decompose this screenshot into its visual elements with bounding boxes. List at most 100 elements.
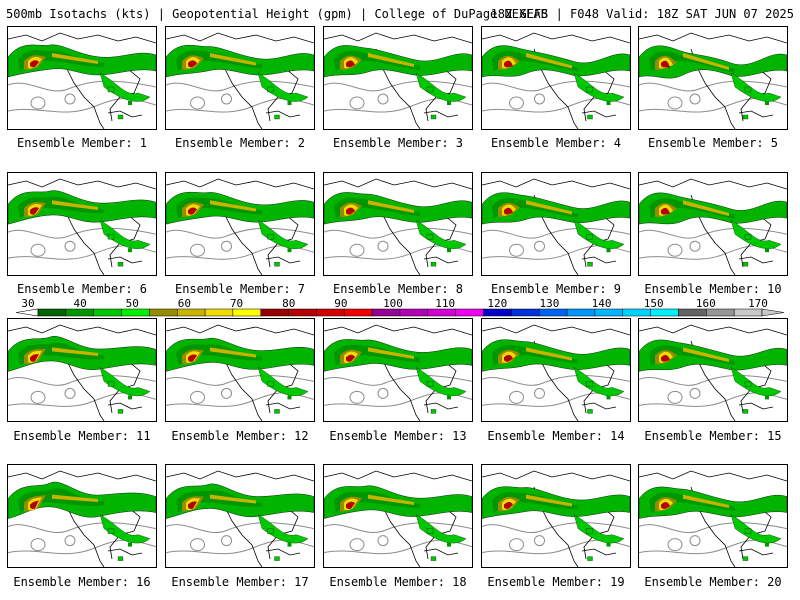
- ensemble-map-panel: [323, 464, 473, 568]
- ensemble-member-caption: Ensemble Member: 11: [13, 429, 151, 443]
- ensemble-member-caption: Ensemble Member: 6: [16, 282, 148, 296]
- ensemble-map-panel: [638, 26, 788, 130]
- ensemble-map-panel: [638, 172, 788, 276]
- colorbar-tick-label: 140: [592, 298, 612, 310]
- ensemble-map-panel: [165, 318, 315, 422]
- colorbar-swatch: [371, 308, 401, 317]
- colorbar-swatch: [65, 308, 94, 317]
- colorbar-swatch: [706, 308, 735, 317]
- colorbar-swatch: [566, 308, 596, 317]
- ensemble-map-panel: [323, 318, 473, 422]
- ensemble-member-caption: Ensemble Member: 17: [171, 575, 309, 589]
- ensemble-member-caption: Ensemble Member: 2: [174, 136, 306, 150]
- colorbar-tick-label: 110: [435, 298, 455, 310]
- colorbar-swatch: [121, 308, 150, 317]
- colorbar-tick-label: 150: [644, 298, 664, 310]
- ensemble-member-caption: Ensemble Member: 20: [644, 575, 782, 589]
- ensemble-map-panel: [165, 464, 315, 568]
- ensemble-map-panel: [165, 172, 315, 276]
- ensemble-member-caption: Ensemble Member: 8: [332, 282, 464, 296]
- ensemble-member-caption: Ensemble Member: 7: [174, 282, 306, 296]
- ensemble-map-icon: [639, 319, 787, 421]
- colorbar-right-arrow: [761, 308, 785, 317]
- isotach-colorbar: 30 40 50 60 70 80 90 100 110 120 130 140 150 160 170: [14, 298, 786, 320]
- ensemble-member-caption: Ensemble Member: 4: [490, 136, 622, 150]
- colorbar-swatch: [260, 308, 289, 317]
- ensemble-member-caption: Ensemble Member: 18: [329, 575, 467, 589]
- run-info: 18Z GEFS | F048 Valid: 18Z SAT JUN 07 20…: [490, 7, 794, 21]
- colorbar-swatch: [204, 308, 234, 317]
- colorbar-tick-label: 120: [487, 298, 507, 310]
- ensemble-map-panel: [481, 464, 631, 568]
- ensemble-map-icon: [324, 319, 472, 421]
- ensemble-map-icon: [324, 27, 472, 129]
- ensemble-map-icon: [8, 27, 156, 129]
- ensemble-map-panel: [165, 26, 315, 130]
- colorbar-swatch: [511, 308, 540, 317]
- colorbar-tick-label: 100: [383, 298, 403, 310]
- ensemble-member-caption: Ensemble Member: 15: [644, 429, 782, 443]
- chart-header: 500mb Isotachs (kts) | Geopotential Heig…: [6, 6, 794, 22]
- ensemble-member-caption: Ensemble Member: 19: [487, 575, 625, 589]
- ensemble-map-icon: [166, 319, 314, 421]
- colorbar-swatch: [650, 308, 679, 317]
- ensemble-map-icon: [324, 465, 472, 567]
- ensemble-map-panel: [7, 464, 157, 568]
- ensemble-member-caption: Ensemble Member: 16: [13, 575, 151, 589]
- ensemble-member-caption: Ensemble Member: 3: [332, 136, 464, 150]
- ensemble-map-panel: [7, 318, 157, 422]
- ensemble-map-icon: [639, 27, 787, 129]
- colorbar-swatch: [483, 308, 512, 317]
- colorbar-tick-label: 30: [21, 298, 34, 310]
- colorbar-svg: 30 40 50 60 70 80 90 100 110 120 130 140 150 160 170: [15, 298, 785, 317]
- ensemble-map-panel: [481, 26, 631, 130]
- colorbar-tick-label: 160: [696, 298, 716, 310]
- ensemble-map-panel: [323, 26, 473, 130]
- ensemble-map-icon: [8, 465, 156, 567]
- ensemble-map-panel: [481, 172, 631, 276]
- ensemble-map-icon: [166, 27, 314, 129]
- ensemble-map-panel: [323, 172, 473, 276]
- ensemble-map-icon: [482, 319, 630, 421]
- colorbar-swatch: [538, 308, 568, 317]
- colorbar-swatch: [622, 308, 651, 317]
- ensemble-member-caption: Ensemble Member: 10: [644, 282, 782, 296]
- colorbar-swatch: [427, 308, 456, 317]
- colorbar-tick-label: 60: [178, 298, 191, 310]
- ensemble-member-caption: Ensemble Member: 9: [490, 282, 622, 296]
- colorbar-tick-label: 70: [230, 298, 243, 310]
- ensemble-map-panel: [7, 172, 157, 276]
- colorbar-swatch: [93, 308, 122, 317]
- colorbar-swatch: [733, 308, 763, 317]
- colorbar-left-arrow: [15, 308, 39, 317]
- ensemble-map-icon: [639, 173, 787, 275]
- colorbar-tick-label: 170: [748, 298, 768, 310]
- colorbar-swatch: [176, 308, 206, 317]
- ensemble-map-icon: [8, 173, 156, 275]
- ensemble-member-caption: Ensemble Member: 14: [487, 429, 625, 443]
- ensemble-map-panel: [638, 464, 788, 568]
- colorbar-swatch: [399, 308, 429, 317]
- colorbar-swatch: [594, 308, 624, 317]
- ensemble-member-caption: Ensemble Member: 5: [647, 136, 779, 150]
- colorbar-tick-label: 90: [334, 298, 347, 310]
- colorbar-tick-label: 130: [539, 298, 559, 310]
- colorbar-swatch: [288, 308, 317, 317]
- colorbar-swatch: [344, 308, 373, 317]
- ensemble-map-icon: [639, 465, 787, 567]
- ensemble-map-panel: [638, 318, 788, 422]
- ensemble-map-panel: [481, 318, 631, 422]
- ensemble-member-caption: Ensemble Member: 1: [16, 136, 148, 150]
- colorbar-tick-label: 50: [126, 298, 139, 310]
- colorbar-tick-label: 40: [74, 298, 87, 310]
- colorbar-swatch: [316, 308, 345, 317]
- ensemble-map-icon: [324, 173, 472, 275]
- ensemble-map-icon: [166, 465, 314, 567]
- ensemble-member-caption: Ensemble Member: 12: [171, 429, 309, 443]
- ensemble-map-icon: [166, 173, 314, 275]
- colorbar-tick-label: 80: [282, 298, 295, 310]
- ensemble-map-icon: [482, 465, 630, 567]
- colorbar-swatch: [678, 308, 707, 317]
- colorbar-swatch: [149, 308, 178, 317]
- ensemble-map-icon: [8, 319, 156, 421]
